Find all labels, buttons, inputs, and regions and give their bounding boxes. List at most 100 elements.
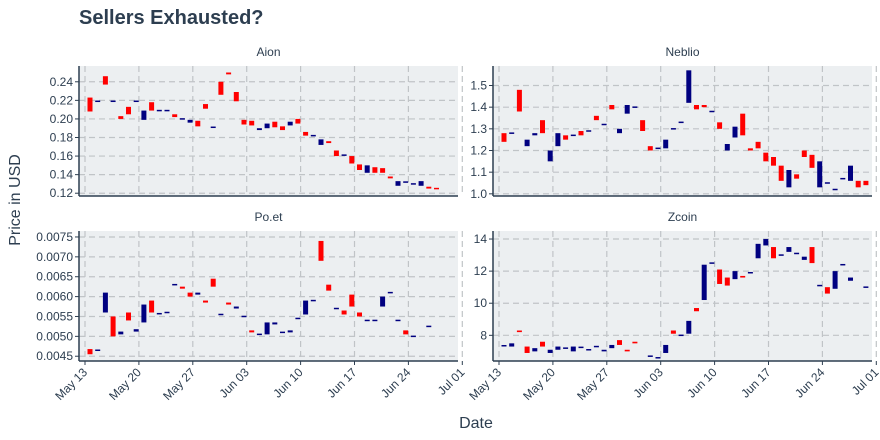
candle xyxy=(318,240,324,261)
candle xyxy=(87,349,93,355)
candle xyxy=(295,317,301,320)
candle xyxy=(110,100,116,103)
candle xyxy=(509,343,515,347)
candle xyxy=(95,349,101,352)
candle xyxy=(102,76,108,85)
candle xyxy=(593,115,599,121)
candle xyxy=(372,167,378,173)
candle xyxy=(555,133,561,147)
candle xyxy=(794,252,800,255)
candle xyxy=(210,278,216,287)
x-tick-label: May 20 xyxy=(520,365,558,403)
candle xyxy=(809,247,815,264)
panel-background xyxy=(493,231,872,361)
candle xyxy=(771,247,776,259)
candle xyxy=(547,150,553,162)
x-tick-label: May 20 xyxy=(106,365,144,403)
candle xyxy=(195,120,201,127)
candle xyxy=(187,119,193,123)
x-tick-label: Jun 17 xyxy=(738,365,774,401)
candle xyxy=(249,120,255,126)
candle xyxy=(863,286,869,288)
candle xyxy=(678,334,684,337)
panel-background xyxy=(79,66,458,196)
candle xyxy=(310,134,316,137)
candle xyxy=(540,341,545,347)
candle xyxy=(701,264,707,301)
candle xyxy=(256,128,262,131)
candle xyxy=(380,168,386,173)
candle xyxy=(778,254,784,256)
candle xyxy=(133,100,139,103)
candle xyxy=(133,329,139,332)
candle xyxy=(624,105,630,114)
candle xyxy=(747,271,753,274)
candle xyxy=(403,181,409,183)
candle xyxy=(809,154,815,168)
candle xyxy=(740,275,746,278)
y-tick-label: 0.0075 xyxy=(36,230,73,244)
candle xyxy=(203,300,208,303)
candle xyxy=(647,355,653,357)
candle xyxy=(601,349,607,352)
candle xyxy=(732,126,738,138)
x-tick-label: Jun 03 xyxy=(216,365,252,401)
y-tick-label: 0.0060 xyxy=(36,290,73,304)
candle xyxy=(686,70,692,103)
x-tick-label: Jun 24 xyxy=(378,365,414,401)
facet-panels: Aion 0.12 0.14 0.16 0.18 0.20 0.22 0.24 Neblio 1.… xyxy=(36,45,877,363)
candle xyxy=(624,349,630,352)
candle xyxy=(848,277,853,281)
x-tick-label: Jun 24 xyxy=(792,365,828,401)
candle xyxy=(724,277,730,286)
candle xyxy=(578,346,584,349)
x-tick-label: May 13 xyxy=(52,365,90,403)
y-tick-label: 0.24 xyxy=(50,75,74,89)
candle xyxy=(586,130,592,132)
y-tick-label: 0.18 xyxy=(50,131,74,145)
candle xyxy=(863,180,869,186)
candle xyxy=(601,123,607,126)
candle xyxy=(357,312,362,317)
candle xyxy=(532,348,538,352)
candle xyxy=(570,346,576,352)
candle xyxy=(724,144,730,151)
candle xyxy=(110,316,116,337)
candle xyxy=(732,271,738,280)
candle xyxy=(264,123,270,129)
candle xyxy=(118,116,124,119)
candle xyxy=(532,133,538,136)
candle xyxy=(264,322,270,335)
candle xyxy=(303,131,309,136)
facet-panel-neblio: Neblio 1.0 1.1 1.2 1.3 1.4 1.5 xyxy=(470,45,877,201)
candle xyxy=(747,148,753,151)
candle xyxy=(233,92,239,102)
y-tick-label: 1.2 xyxy=(470,144,487,158)
candle xyxy=(647,146,653,151)
x-tick-label: Jun 03 xyxy=(630,365,666,401)
y-tick-label: 1.5 xyxy=(470,79,487,93)
candle xyxy=(717,122,723,129)
candle xyxy=(755,141,761,149)
candle xyxy=(540,120,545,134)
candle xyxy=(516,89,522,112)
candle xyxy=(817,161,823,188)
candle xyxy=(563,347,569,349)
candle xyxy=(786,170,792,188)
candle xyxy=(364,319,370,322)
candle xyxy=(172,283,178,286)
facet-title: Zcoin xyxy=(668,210,697,224)
candle xyxy=(778,165,784,181)
candle xyxy=(187,292,193,297)
x-tick-label: May 13 xyxy=(466,365,504,403)
candle xyxy=(287,330,293,333)
candle xyxy=(249,330,255,333)
candle xyxy=(740,113,746,136)
x-tick-label: Jun 17 xyxy=(324,365,360,401)
y-tick-label: 10 xyxy=(474,296,488,310)
candle xyxy=(395,319,401,322)
candle xyxy=(501,345,507,347)
candle xyxy=(164,311,170,314)
candle xyxy=(241,315,247,318)
